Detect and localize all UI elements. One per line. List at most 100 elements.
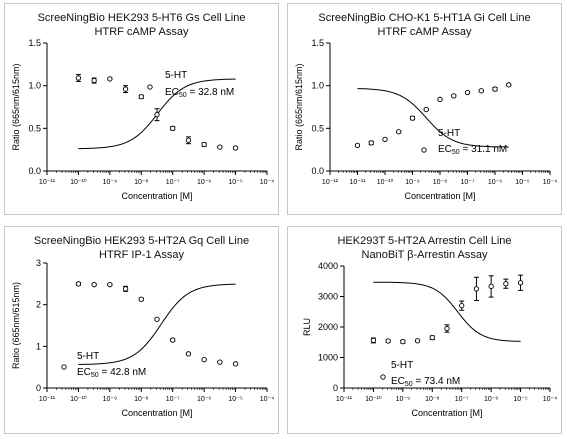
data-point: [232, 145, 239, 151]
x-tick-label: 10⁻⁴: [260, 179, 275, 186]
y-tick-label: 0.0: [311, 166, 324, 176]
data-point: [75, 75, 82, 81]
data-point: [409, 115, 416, 121]
x-tick-label: 10⁻⁸: [134, 396, 148, 403]
data-point: [91, 282, 97, 288]
data-point: [217, 144, 223, 150]
data-point: [122, 286, 129, 292]
data-point: [437, 96, 443, 102]
fit-curve-line: [78, 283, 236, 365]
chart-panel-3: ScreeNingBio HEK293 5-HT2A Gq Cell Line …: [4, 226, 279, 434]
x-tick-label: 10⁻⁹: [396, 396, 410, 403]
x-tick-label: 10⁻¹¹: [349, 179, 366, 186]
data-point: [459, 303, 465, 309]
ec50-subscript: 50: [179, 92, 187, 99]
y-tick-label: 2000: [318, 322, 338, 332]
y-tick-label: 3: [36, 258, 41, 268]
ec50-label: EC: [391, 376, 405, 387]
data-point: [385, 338, 391, 344]
legend-marker: [421, 147, 427, 153]
data-point: [423, 106, 429, 113]
data-point: [232, 361, 239, 367]
ec50-value: = 73.4 nM: [413, 376, 461, 387]
x-tick-label: 10⁻⁶: [197, 179, 211, 186]
data-point: [354, 142, 361, 149]
legend-marker: [61, 364, 67, 370]
x-axis-title: Concentration [M]: [404, 191, 475, 201]
x-tick-label: 10⁻⁴: [543, 396, 558, 403]
data-point: [138, 94, 144, 100]
data-point: [154, 112, 160, 118]
data-point: [464, 89, 471, 96]
data-point: [451, 93, 457, 99]
x-axis-title: Concentration [M]: [411, 408, 482, 418]
data-point: [138, 296, 144, 302]
ec50-label: EC: [438, 144, 452, 155]
x-tick-label: 10⁻⁵: [228, 179, 242, 186]
legend-series-name: 5-HT: [391, 360, 413, 371]
x-tick-label: 10⁻⁵: [513, 396, 527, 403]
chart-panel-4: HEK293T 5-HT2A Arrestin Cell Line NanoBi…: [287, 226, 562, 434]
y-tick-label: 0.0: [28, 166, 41, 176]
data-point: [122, 86, 129, 92]
x-tick-label: 10⁻¹¹: [39, 179, 56, 186]
y-tick-label: 1000: [318, 353, 338, 363]
x-axis-title: Concentration [M]: [121, 191, 192, 201]
legend-marker: [147, 84, 153, 90]
chart-title: ScreeNingBio CHO-K1 5-HT1A Gi Cell Line: [318, 12, 531, 24]
x-tick-label: 10⁻¹²: [322, 179, 339, 186]
y-tick-label: 4000: [318, 261, 338, 271]
y-tick-label: 3000: [318, 292, 338, 302]
y-tick-label: 1.0: [28, 81, 41, 91]
dose-response-chart-1: 0.0 0.5 1.0 1.5 10⁻¹¹ 10⁻¹⁰ 10⁻⁹ 10⁻⁸ 10⁻⁷ 10⁻⁶ 10…: [11, 38, 275, 201]
chart-subtitle: HTRF cAMP Assay: [377, 26, 472, 38]
chart-title: ScreeNingBio HEK293 5-HT6 Gs Cell Line: [37, 12, 246, 24]
x-axis-title: Concentration [M]: [121, 408, 192, 418]
y-tick-label: 0: [36, 383, 41, 393]
data-point: [517, 280, 524, 286]
data-point: [396, 129, 402, 135]
chart-subtitle: HTRF cAMP Assay: [94, 26, 189, 38]
x-tick-label: 10⁻⁴: [543, 179, 558, 186]
x-tick-label: 10⁻⁸: [425, 396, 439, 403]
x-tick-label: 10⁻⁹: [103, 179, 117, 186]
legend-ec50: EC50 = 73.4 nM: [391, 376, 460, 388]
y-axis-title: RLU: [302, 318, 312, 336]
x-tick-label: 10⁻⁵: [515, 179, 529, 186]
x-tick-label: 10⁻⁷: [455, 396, 469, 403]
y-tick-label: 0: [333, 383, 338, 393]
x-tick-label: 10⁻⁹: [103, 396, 117, 403]
x-tick-label: 10⁻⁹: [405, 179, 419, 186]
ec50-subscript: 50: [91, 372, 99, 379]
data-point: [107, 76, 113, 82]
legend-ec50: EC50 = 31.1 nM: [438, 144, 507, 156]
x-tick-label: 10⁻¹⁰: [365, 395, 382, 403]
x-tick-label: 10⁻⁶: [488, 179, 502, 186]
x-tick-label: 10⁻¹⁰: [70, 395, 87, 403]
data-point: [444, 325, 450, 332]
data-point: [170, 125, 176, 131]
dose-response-chart-2: 0.0 0.5 1.0 1.5 10⁻¹² 10⁻¹¹ 10⁻¹⁰ 10⁻⁹ 10⁻⁸ 10⁻⁷ 1…: [294, 38, 558, 201]
data-point: [154, 316, 160, 322]
y-tick-label: 1: [36, 341, 41, 351]
x-tick-label: 10⁻⁶: [197, 396, 211, 403]
data-point: [185, 351, 192, 357]
fit-curve-line: [373, 281, 521, 342]
data-point: [201, 357, 207, 363]
data-point: [414, 338, 421, 344]
chart-title: HEK293T 5-HT2A Arrestin Cell Line: [337, 235, 512, 247]
legend-ec50: EC50 = 42.8 nM: [77, 367, 146, 379]
data-point: [492, 86, 498, 92]
x-tick-label: 10⁻¹¹: [39, 396, 56, 403]
x-tick-label: 10⁻¹⁰: [377, 178, 394, 186]
data-point: [91, 77, 97, 84]
data-point: [368, 140, 374, 146]
ec50-value: = 31.1 nM: [460, 144, 508, 155]
ec50-value: = 32.8 nM: [187, 87, 235, 98]
y-tick-label: 1.5: [311, 38, 324, 48]
data-point: [400, 338, 406, 345]
data-point: [201, 141, 207, 148]
y-tick-label: 2: [36, 300, 41, 310]
data-point: [506, 82, 512, 88]
data-point: [503, 281, 509, 287]
